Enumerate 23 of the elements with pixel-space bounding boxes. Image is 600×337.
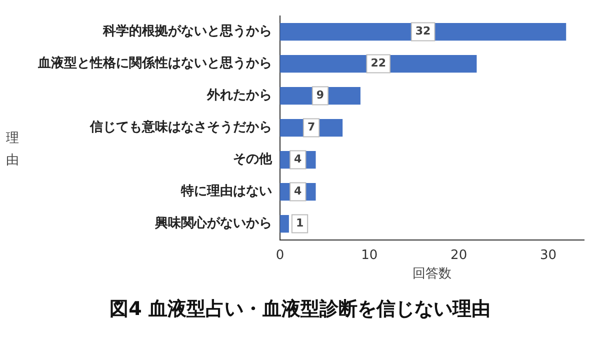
x-tick-label: 30 [540, 248, 557, 263]
y-tick-label: その他 [233, 152, 273, 168]
data-label: 22 [370, 56, 386, 70]
y-tick-label: 血液型と性格に関係性はないと思うから [37, 55, 272, 72]
data-label: 9 [316, 88, 324, 102]
x-tick-label: 10 [361, 248, 378, 263]
y-tick-label: 外れたから [206, 88, 272, 104]
y-tick-label: 科学的根拠がないと思うから [102, 24, 272, 40]
data-label: 32 [415, 24, 431, 38]
text: 図4 血液型占い・血液型診断を信じない理由 [108, 297, 492, 322]
data-label: 7 [307, 120, 316, 134]
data-label: 4 [294, 184, 302, 198]
x-axis-title: 回答数 [412, 266, 452, 282]
bar [280, 215, 289, 233]
y-axis-title: 理由 [6, 130, 20, 170]
data-label: 4 [294, 152, 302, 166]
x-tick-label: 0 [276, 248, 284, 263]
y-tick-label: 興味関心がないから [154, 215, 272, 232]
x-tick-label: 20 [450, 248, 468, 263]
data-label: 1 [296, 216, 304, 230]
bar [280, 23, 566, 41]
y-tick-label: 信じても意味はなさそうだから [89, 119, 272, 136]
y-tick-label: 特に理由はない [180, 184, 272, 200]
